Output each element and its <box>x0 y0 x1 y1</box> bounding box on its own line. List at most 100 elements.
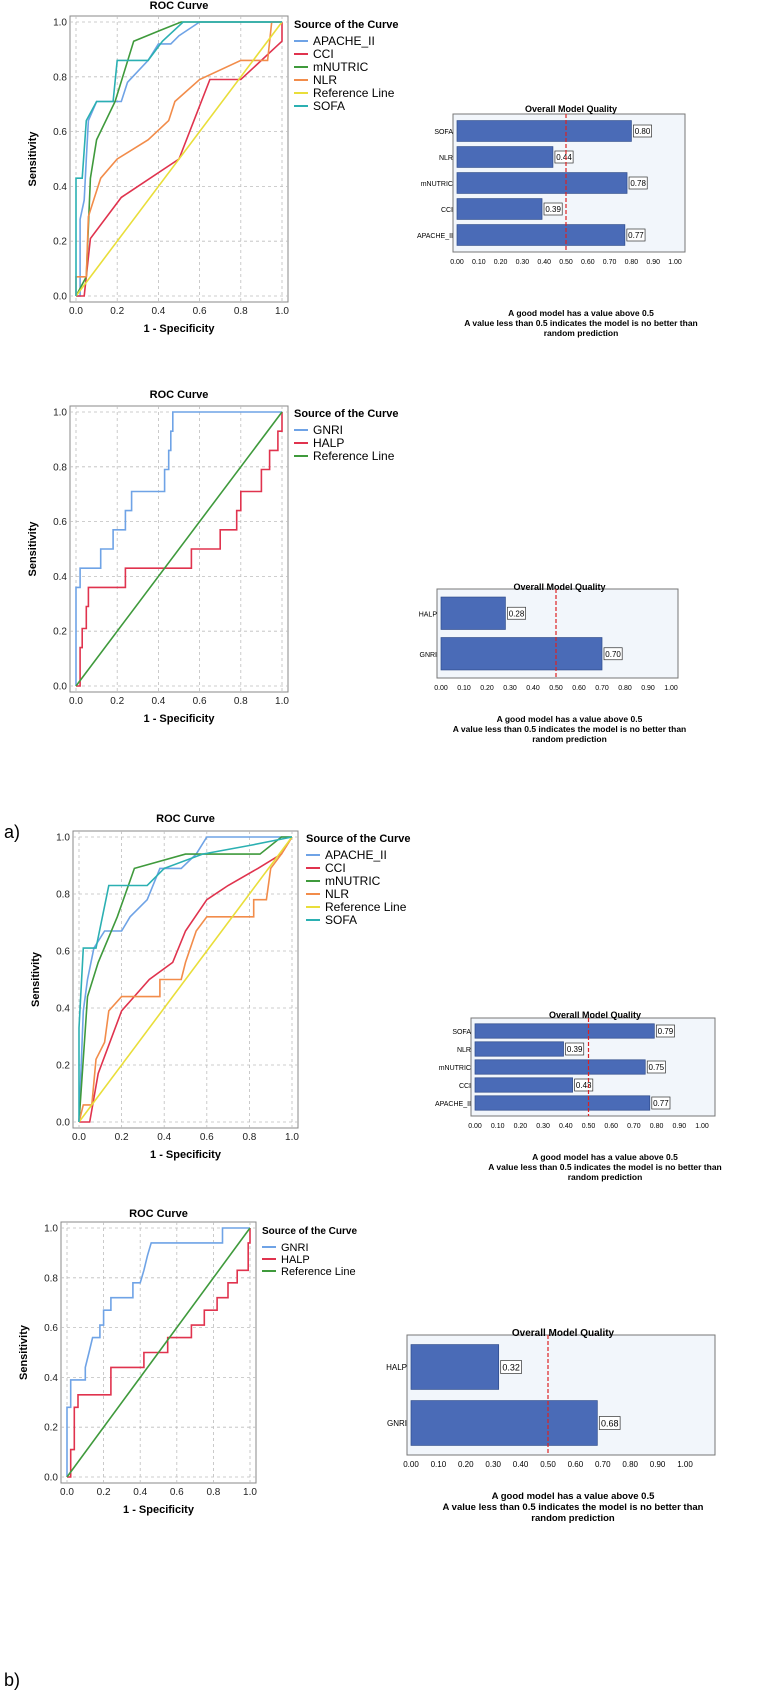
x-tick-label: 0.8 <box>234 696 248 707</box>
y-tick-label: 0.4 <box>44 1373 58 1384</box>
value-label-apache-ii: 0.77 <box>628 231 644 240</box>
category-label-nlr: NLR <box>457 1047 471 1054</box>
y-tick-label: 0.4 <box>53 182 67 193</box>
bar-mnutric <box>456 172 628 194</box>
series-line-sofa <box>75 21 282 296</box>
value-label-mnutric: 0.75 <box>649 1063 665 1072</box>
panel-label-b: b) <box>4 1670 21 1690</box>
note-line: A value less than 0.5 indicates the mode… <box>464 318 698 328</box>
x-tick-label: 0.2 <box>110 696 124 707</box>
chart-4: Overall Model Quality HALP 0.28 GNRI 0.70 0.0… <box>419 582 687 744</box>
y-axis-label: Sensitivity <box>27 521 39 577</box>
note-line: random prediction <box>568 1172 643 1182</box>
x-tick-label: 0.00 <box>403 1460 419 1469</box>
y-tick-label: 0.2 <box>44 1423 58 1434</box>
x-tick-label: 0.20 <box>480 685 494 692</box>
x-tick-label: 0.2 <box>97 1487 111 1498</box>
legend-entry-apache-ii: APACHE_II <box>325 848 387 862</box>
x-axis-label: 1 - Specificity <box>150 1149 222 1161</box>
value-label-box-mnutric <box>628 176 648 190</box>
x-tick-label: 0.90 <box>646 259 660 266</box>
x-tick-label: 0.40 <box>513 1460 529 1469</box>
bar-cci <box>456 198 543 220</box>
y-tick-label: 0.6 <box>44 1323 58 1334</box>
x-tick-label: 0.30 <box>485 1460 501 1469</box>
value-label-box-nlr <box>554 150 574 164</box>
x-tick-label: 0.6 <box>193 696 207 707</box>
x-tick-label: 0.00 <box>450 259 464 266</box>
y-tick-label: 1.0 <box>53 408 67 419</box>
legend-entry-mnutric: mNUTRIC <box>325 874 381 888</box>
value-label-box-cci <box>543 202 563 216</box>
x-tick-label: 0.0 <box>69 696 83 707</box>
category-label-sofa: SOFA <box>434 129 453 136</box>
series-line-halp <box>67 1228 251 1478</box>
x-tick-label: 0.4 <box>151 306 165 317</box>
chart-5: 0.0 0.2 0.4 0.6 0.8 1.0 0.0 0.2 0.4 0.6 0.8 1.0 ROC … <box>30 813 411 1161</box>
bar-gnri <box>440 637 603 671</box>
y-tick-label: 0.6 <box>53 127 67 138</box>
note-line: random prediction <box>544 328 619 338</box>
bar-mnutric <box>474 1059 646 1075</box>
value-label-cci: 0.39 <box>545 205 561 214</box>
x-tick-label: 0.50 <box>540 1460 556 1469</box>
x-tick-label: 1.00 <box>677 1460 693 1469</box>
x-tick-label: 0.30 <box>503 685 517 692</box>
y-tick-label: 0.8 <box>44 1273 58 1284</box>
legend-entry-halp: HALP <box>281 1254 310 1266</box>
y-tick-label: 1.0 <box>44 1224 58 1235</box>
series-line-reference-line <box>78 836 293 1123</box>
chart-title: Overall Model Quality <box>512 1328 615 1339</box>
legend-entry-sofa: SOFA <box>313 99 345 113</box>
x-tick-label: 0.20 <box>514 1123 528 1130</box>
x-tick-label: 1.00 <box>695 1123 709 1130</box>
series-line-gnri <box>66 1227 250 1477</box>
x-tick-label: 0.10 <box>431 1460 447 1469</box>
value-label-halp: 0.28 <box>509 609 525 618</box>
x-tick-label: 0.50 <box>549 685 563 692</box>
value-label-box-gnri <box>603 647 623 661</box>
value-label-box-halp <box>507 606 526 620</box>
legend-entry-reference-line: Reference Line <box>313 86 395 100</box>
category-label-cci: CCI <box>441 207 453 214</box>
legend-entry-halp: HALP <box>313 436 344 450</box>
x-tick-label: 0.8 <box>242 1132 256 1143</box>
y-axis-label: Sensitivity <box>18 1324 30 1380</box>
x-tick-label: 0.6 <box>170 1487 184 1498</box>
x-tick-label: 0.40 <box>559 1123 573 1130</box>
chart-title: ROC Curve <box>129 1208 188 1220</box>
value-label-box-apache-ii <box>651 1096 671 1110</box>
x-tick-label: 1.00 <box>668 259 682 266</box>
chart-title: Overall Model Quality <box>525 104 617 114</box>
x-tick-label: 0.20 <box>458 1460 474 1469</box>
legend-entry-cci: CCI <box>325 861 346 875</box>
legend-entry-sofa: SOFA <box>325 913 357 927</box>
note-line: A good model has a value above 0.5 <box>508 308 654 318</box>
x-tick-label: 0.90 <box>672 1123 686 1130</box>
value-label-box-mnutric <box>646 1060 666 1074</box>
value-label-gnri: 0.68 <box>601 1419 619 1429</box>
legend-title: Source of the Curve <box>306 833 411 845</box>
x-tick-label: 1.00 <box>664 685 678 692</box>
category-label-apache-ii: APACHE_II <box>417 233 453 240</box>
x-tick-label: 0.50 <box>582 1123 596 1130</box>
y-tick-label: 0.0 <box>53 292 67 303</box>
series-line-mnutric <box>78 836 292 1123</box>
category-label-mnutric: mNUTRIC <box>421 181 453 188</box>
bar-nlr <box>456 146 554 168</box>
series-line-cci <box>79 836 293 1123</box>
value-label-box-nlr <box>565 1042 585 1056</box>
legend-entry-mnutric: mNUTRIC <box>313 60 369 74</box>
legend-entry-gnri: GNRI <box>281 1242 309 1254</box>
bar-gnri <box>410 1400 598 1446</box>
category-label-gnri: GNRI <box>387 1419 407 1428</box>
x-tick-label: 0.90 <box>650 1460 666 1469</box>
category-label-sofa: SOFA <box>452 1029 471 1036</box>
series-line-nlr <box>78 836 293 1123</box>
x-tick-label: 0.4 <box>133 1487 147 1498</box>
y-tick-label: 0.8 <box>53 72 67 83</box>
x-tick-label: 0.70 <box>603 259 617 266</box>
x-tick-label: 0.8 <box>234 306 248 317</box>
y-tick-label: 0.0 <box>56 1118 70 1129</box>
x-tick-label: 0.2 <box>110 306 124 317</box>
